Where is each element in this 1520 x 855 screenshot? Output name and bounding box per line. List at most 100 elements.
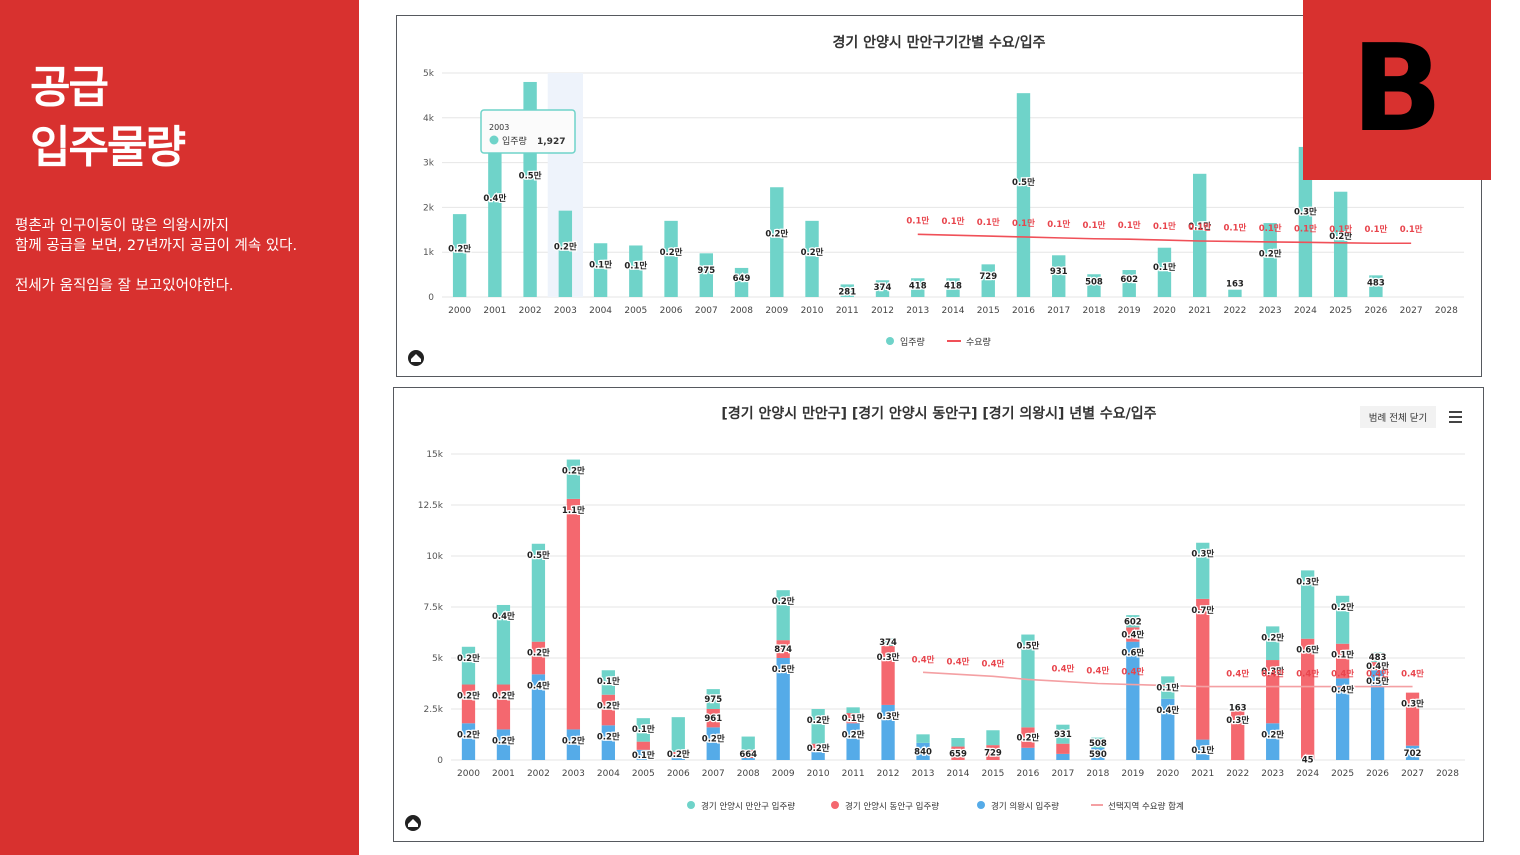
bar[interactable]	[1196, 542, 1210, 599]
home-icon[interactable]	[408, 350, 424, 366]
bar[interactable]	[1301, 759, 1315, 760]
bar[interactable]	[981, 264, 995, 297]
bar[interactable]	[461, 723, 476, 760]
bar[interactable]	[911, 278, 925, 297]
bar[interactable]	[558, 210, 573, 297]
bar[interactable]	[1298, 146, 1313, 297]
bar[interactable]	[488, 122, 502, 297]
bar[interactable]	[1335, 678, 1350, 760]
bar[interactable]	[805, 220, 819, 297]
bar[interactable]	[846, 723, 860, 760]
bar[interactable]	[916, 734, 930, 743]
legend-move-in[interactable]: 입주량	[900, 336, 925, 348]
bar[interactable]	[636, 718, 650, 742]
bar[interactable]	[1369, 275, 1383, 297]
bar[interactable]	[1056, 724, 1070, 744]
bar[interactable]	[593, 243, 608, 297]
bar[interactable]	[916, 742, 930, 760]
bar[interactable]	[671, 755, 685, 760]
bar[interactable]	[1266, 626, 1280, 661]
bar[interactable]	[1231, 709, 1245, 760]
bar[interactable]	[531, 641, 546, 675]
bar[interactable]	[601, 694, 615, 726]
bar[interactable]	[1266, 660, 1280, 724]
legend-dongan[interactable]: 경기 안양시 동안구 입주량	[845, 801, 939, 812]
bar[interactable]	[1021, 727, 1035, 748]
legend-demand-total[interactable]: 선택지역 수요량 합계	[1108, 801, 1184, 812]
bar[interactable]	[531, 543, 546, 642]
bar[interactable]	[1370, 670, 1385, 760]
bar[interactable]	[1157, 247, 1172, 297]
bar[interactable]	[1370, 652, 1385, 663]
bar[interactable]	[951, 746, 965, 760]
bar[interactable]	[699, 253, 714, 297]
legend-uiwang[interactable]: 경기 의왕시 입주량	[991, 801, 1059, 812]
bar[interactable]	[770, 187, 784, 297]
bar[interactable]	[1052, 255, 1066, 297]
bar[interactable]	[986, 730, 1000, 746]
bar[interactable]	[1122, 270, 1136, 297]
bar[interactable]	[1228, 289, 1242, 297]
bar[interactable]	[881, 704, 895, 760]
bar[interactable]	[1405, 745, 1420, 760]
chart-bottom-bars[interactable]	[461, 459, 1420, 760]
bar[interactable]	[1370, 662, 1385, 671]
bar[interactable]	[601, 725, 615, 760]
bar[interactable]	[1301, 570, 1315, 639]
bar[interactable]	[1161, 676, 1175, 699]
bar[interactable]	[881, 645, 895, 705]
bar[interactable]	[741, 749, 755, 758]
bar[interactable]	[1021, 634, 1035, 728]
bar[interactable]	[452, 214, 467, 297]
bar[interactable]	[566, 459, 581, 499]
bar[interactable]	[811, 709, 825, 744]
bar[interactable]	[875, 280, 890, 297]
bar[interactable]	[846, 713, 860, 724]
bar[interactable]	[1196, 598, 1210, 740]
bar[interactable]	[1192, 173, 1207, 297]
bar[interactable]	[986, 745, 1000, 760]
bar[interactable]	[636, 749, 650, 760]
bar[interactable]	[706, 709, 720, 728]
bar[interactable]	[1335, 595, 1350, 644]
bar[interactable]	[741, 757, 755, 760]
bar[interactable]	[1335, 643, 1350, 679]
bar[interactable]	[461, 646, 476, 685]
bar[interactable]	[496, 604, 511, 685]
bar[interactable]	[1263, 223, 1277, 297]
bar[interactable]	[461, 684, 476, 724]
legend-manan[interactable]: 경기 안양시 만안구 입주량	[701, 801, 795, 812]
bar[interactable]	[629, 245, 643, 297]
bar[interactable]	[776, 658, 790, 760]
bar[interactable]	[706, 689, 720, 709]
bar[interactable]	[1056, 743, 1070, 754]
bar[interactable]	[734, 267, 749, 297]
bar[interactable]	[1021, 747, 1035, 760]
home-icon[interactable]	[405, 815, 421, 831]
bar[interactable]	[1091, 747, 1105, 760]
bar[interactable]	[840, 284, 854, 297]
bar[interactable]	[811, 751, 825, 760]
bar[interactable]	[1196, 739, 1210, 760]
bar[interactable]	[1333, 191, 1348, 297]
bar[interactable]	[1405, 692, 1420, 746]
bar[interactable]	[671, 751, 685, 756]
bar[interactable]	[811, 743, 825, 752]
bar[interactable]	[664, 220, 678, 297]
bar[interactable]	[1126, 627, 1140, 642]
bar[interactable]	[636, 741, 650, 750]
bar[interactable]	[496, 684, 511, 730]
bar[interactable]	[881, 638, 895, 646]
bar[interactable]	[566, 729, 581, 760]
bar[interactable]	[1231, 705, 1245, 709]
bar[interactable]	[671, 717, 685, 752]
bar[interactable]	[946, 278, 960, 297]
bar[interactable]	[1126, 641, 1140, 760]
bar[interactable]	[1266, 723, 1280, 760]
bar[interactable]	[706, 727, 720, 760]
legend-toggle-button[interactable]: 범례 전체 닫기	[1360, 406, 1436, 428]
bar[interactable]	[846, 707, 860, 714]
bar[interactable]	[1301, 638, 1315, 760]
bar[interactable]	[496, 729, 511, 760]
bar[interactable]	[1161, 698, 1175, 760]
